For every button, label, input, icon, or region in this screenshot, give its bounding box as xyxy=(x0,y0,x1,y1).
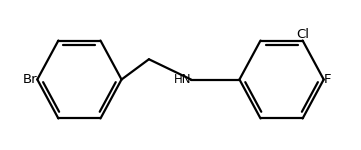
Text: F: F xyxy=(324,73,331,86)
Text: HN: HN xyxy=(174,73,191,86)
Text: Cl: Cl xyxy=(296,28,309,40)
Text: Br: Br xyxy=(23,73,37,86)
